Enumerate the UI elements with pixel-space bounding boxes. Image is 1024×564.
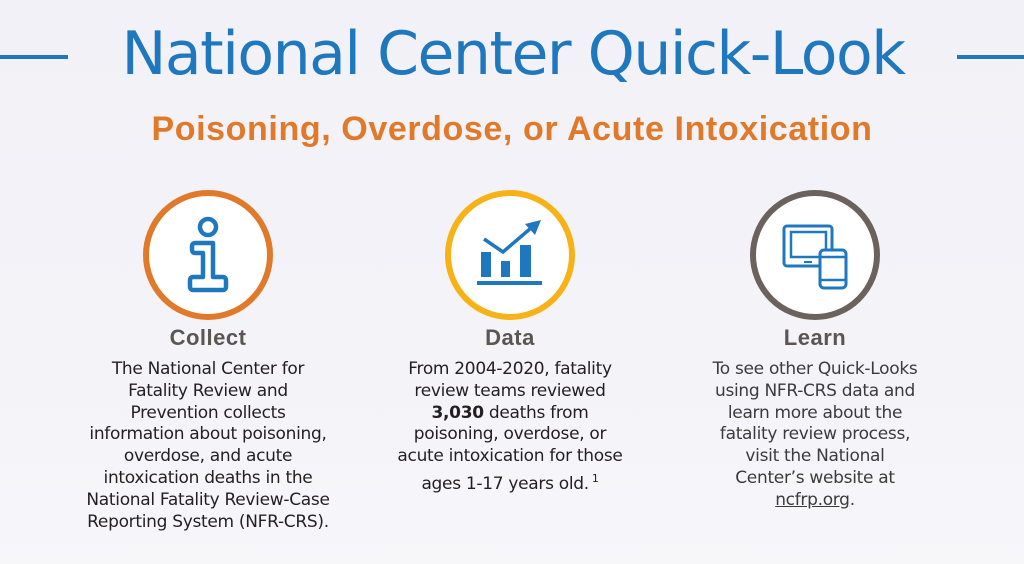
data-description-text: From 2004-2020, fatality review teams re… xyxy=(408,359,612,401)
footnote-marker: 1 xyxy=(591,471,599,485)
collect-heading: Collect xyxy=(169,325,247,350)
collect-icon-circle xyxy=(143,190,273,320)
data-heading: Data xyxy=(485,325,535,350)
bar-chart-trend-icon xyxy=(477,220,542,285)
learn-description: To see other Quick-Looks using NFR-CRS d… xyxy=(710,359,920,512)
learn-description-end: . xyxy=(849,489,855,510)
data-icon-circle xyxy=(445,190,575,320)
data-description: From 2004-2020, fatality review teams re… xyxy=(395,359,625,496)
learn-heading: Learn xyxy=(783,325,847,350)
learn-icon-circle xyxy=(750,190,880,320)
collect-description: The National Center for Fatality Review … xyxy=(86,359,330,532)
data-section: Data From 2004-2020, fatality review tea… xyxy=(380,190,640,496)
title-rule-right xyxy=(957,55,1024,59)
death-count: 3,030 xyxy=(431,402,484,423)
learn-description-text: To see other Quick-Looks using NFR-CRS d… xyxy=(712,359,918,488)
collect-section: Collect The National Center for Fatality… xyxy=(78,190,338,533)
title-row: National Center Quick-Look xyxy=(0,14,1024,94)
learn-section: Learn To see other Quick-Looks using NFR… xyxy=(685,190,945,512)
title-rule-left xyxy=(0,55,68,59)
ncfrp-link[interactable]: ncfrp.org xyxy=(775,489,850,510)
page-title: National Center Quick-Look xyxy=(121,19,906,89)
data-description-text-end: deaths from poisoning, overdose, or acut… xyxy=(397,402,623,494)
devices-icon xyxy=(782,224,848,290)
info-icon xyxy=(187,216,229,293)
page-subtitle: Poisoning, Overdose, or Acute Intoxicati… xyxy=(151,110,873,148)
